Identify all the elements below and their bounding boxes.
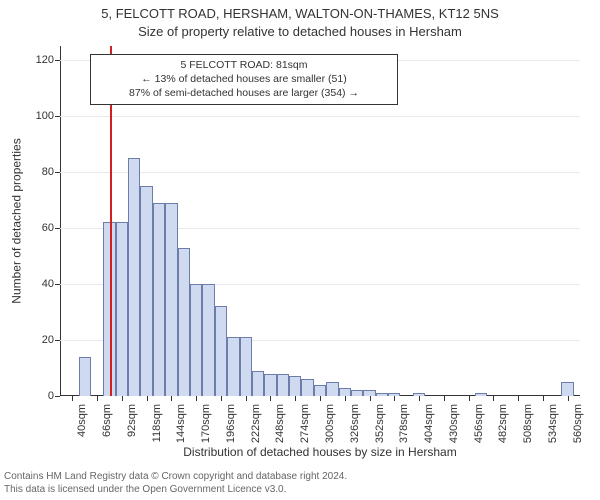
x-tick-mark <box>295 396 296 401</box>
x-tick-mark <box>469 396 470 401</box>
y-tick-label: 120 <box>24 54 54 66</box>
x-tick-label: 430sqm <box>448 404 460 443</box>
x-tick-label: 274sqm <box>299 404 311 443</box>
x-tick-label: 196sqm <box>225 404 237 443</box>
x-tick-mark <box>221 396 222 401</box>
histogram-bar <box>240 337 252 396</box>
x-tick-label: 118sqm <box>151 404 163 442</box>
gridline <box>60 116 580 117</box>
y-tick-mark <box>55 340 60 341</box>
histogram-bar <box>326 382 338 396</box>
x-tick-label: 248sqm <box>274 404 286 443</box>
x-tick-mark <box>394 396 395 401</box>
histogram-bar <box>227 337 239 396</box>
histogram-bar <box>339 388 351 396</box>
y-tick-mark <box>55 60 60 61</box>
x-axis-label: Distribution of detached houses by size … <box>60 445 580 459</box>
x-tick-label: 222sqm <box>250 404 262 443</box>
y-tick-label: 100 <box>24 110 54 122</box>
x-tick-mark <box>147 396 148 401</box>
x-tick-mark <box>171 396 172 401</box>
x-tick-label: 326sqm <box>349 404 361 443</box>
x-tick-label: 92sqm <box>126 404 138 437</box>
x-tick-mark <box>493 396 494 401</box>
x-tick-mark <box>72 396 73 401</box>
y-tick-label: 20 <box>24 334 54 346</box>
histogram-bar <box>165 203 177 396</box>
footer-attribution: Contains HM Land Registry data © Crown c… <box>4 471 596 496</box>
x-tick-label: 352sqm <box>374 404 386 443</box>
x-tick-mark <box>196 396 197 401</box>
x-tick-label: 404sqm <box>423 404 435 443</box>
x-tick-mark <box>370 396 371 401</box>
info-box-line: 87% of semi-detached houses are larger (… <box>99 86 389 100</box>
histogram-bar <box>116 222 128 396</box>
histogram-bar <box>351 390 363 396</box>
x-tick-mark <box>320 396 321 401</box>
x-tick-mark <box>568 396 569 401</box>
y-tick-mark <box>55 116 60 117</box>
y-tick-mark <box>55 172 60 173</box>
histogram-bar <box>376 393 388 396</box>
histogram-bar <box>140 186 152 396</box>
chart-plot-area: 5 FELCOTT ROAD: 81sqm← 13% of detached h… <box>60 46 580 396</box>
y-tick-label: 40 <box>24 278 54 290</box>
y-tick-mark <box>55 228 60 229</box>
x-tick-mark <box>543 396 544 401</box>
page-title-line2: Size of property relative to detached ho… <box>0 24 600 39</box>
histogram-bar <box>301 379 313 396</box>
y-tick-label: 0 <box>24 390 54 402</box>
histogram-bar <box>215 306 227 396</box>
x-tick-mark <box>518 396 519 401</box>
histogram-bar <box>289 376 301 396</box>
x-tick-mark <box>97 396 98 401</box>
histogram-bar <box>252 371 264 396</box>
x-tick-label: 378sqm <box>398 404 410 443</box>
x-tick-mark <box>419 396 420 401</box>
info-box-line: 5 FELCOTT ROAD: 81sqm <box>99 58 389 72</box>
property-info-box: 5 FELCOTT ROAD: 81sqm← 13% of detached h… <box>90 54 398 105</box>
page-title-line1: 5, FELCOTT ROAD, HERSHAM, WALTON-ON-THAM… <box>0 6 600 21</box>
x-tick-label: 66sqm <box>101 404 113 437</box>
x-tick-mark <box>246 396 247 401</box>
histogram-bar <box>190 284 202 396</box>
info-box-line: ← 13% of detached houses are smaller (51… <box>99 72 389 86</box>
x-tick-mark <box>122 396 123 401</box>
histogram-bar <box>202 284 214 396</box>
x-tick-label: 482sqm <box>497 404 509 443</box>
x-tick-mark <box>345 396 346 401</box>
x-tick-label: 144sqm <box>175 404 187 443</box>
x-tick-mark <box>270 396 271 401</box>
histogram-bar <box>264 374 276 396</box>
histogram-bar <box>79 357 91 396</box>
histogram-bar <box>178 248 190 396</box>
histogram-bar <box>475 393 487 396</box>
x-tick-mark <box>444 396 445 401</box>
histogram-bar <box>153 203 165 396</box>
histogram-bar <box>314 385 326 396</box>
x-tick-label: 300sqm <box>324 404 336 443</box>
histogram-bar <box>128 158 140 396</box>
x-tick-label: 534sqm <box>547 404 559 443</box>
histogram-bar <box>561 382 573 396</box>
x-tick-label: 560sqm <box>572 404 584 443</box>
y-tick-mark <box>55 396 60 397</box>
x-tick-label: 170sqm <box>200 404 212 443</box>
y-axis-line <box>60 46 61 396</box>
x-tick-label: 456sqm <box>473 404 485 443</box>
x-tick-label: 508sqm <box>522 404 534 443</box>
x-tick-label: 40sqm <box>76 404 88 437</box>
histogram-bar <box>277 374 289 396</box>
y-tick-mark <box>55 284 60 285</box>
y-tick-label: 60 <box>24 222 54 234</box>
y-tick-label: 80 <box>24 166 54 178</box>
